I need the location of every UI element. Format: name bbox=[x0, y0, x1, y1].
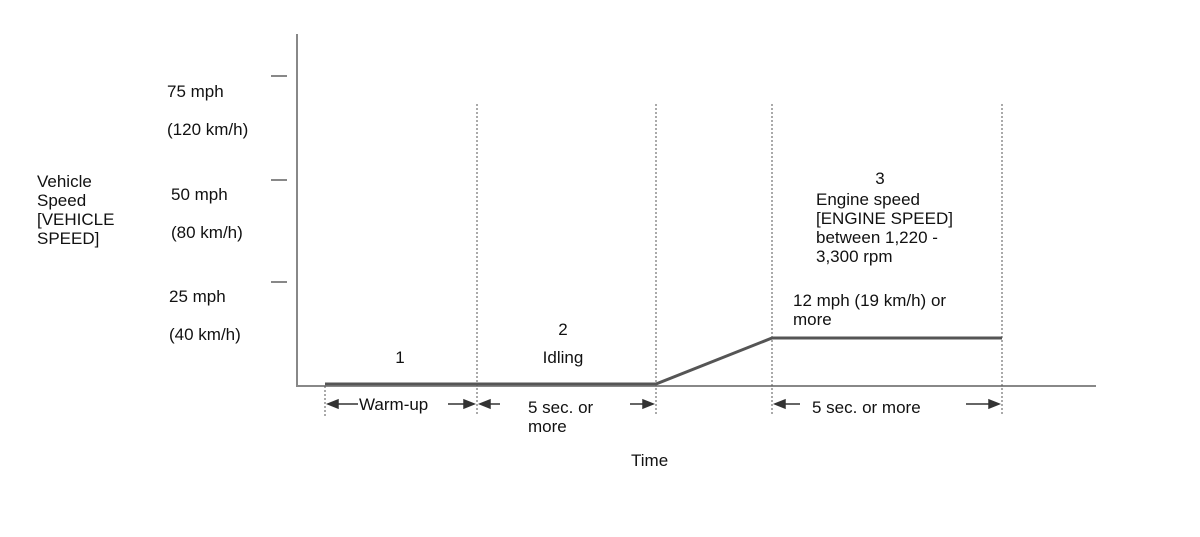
y-tick-75-kmh: (120 km/h) bbox=[167, 120, 249, 139]
idle-duration-label: 5 sec. or more bbox=[528, 398, 594, 436]
phase-3-label: Engine speed [ENGINE SPEED] between 1,22… bbox=[816, 190, 953, 266]
y-tick-50-mph: 50 mph bbox=[171, 185, 228, 204]
y-tick-label-50: 50 mph (80 km/h) bbox=[171, 166, 243, 242]
y-tick-label-25: 25 mph (40 km/h) bbox=[169, 268, 241, 344]
phase-3-number: 3 bbox=[875, 169, 885, 188]
y-axis-label: Vehicle Speed [VEHICLE SPEED] bbox=[37, 172, 115, 248]
x-axis-label: Time bbox=[631, 451, 669, 470]
y-tick-75-mph: 75 mph bbox=[167, 82, 224, 101]
drive-duration-arrows bbox=[772, 398, 1002, 410]
speed-annotation: 12 mph (19 km/h) or more bbox=[793, 291, 947, 329]
y-tick-label-75: 75 mph (120 km/h) bbox=[167, 63, 248, 139]
phase-2-label: Idling bbox=[542, 348, 584, 367]
y-tick-25-kmh: (40 km/h) bbox=[169, 325, 241, 344]
warmup-label: Warm-up bbox=[359, 395, 429, 414]
warmup-duration-arrows bbox=[325, 398, 477, 410]
idle-duration-arrows bbox=[477, 398, 656, 410]
phase-2-number: 2 bbox=[558, 320, 568, 339]
speed-profile-line bbox=[325, 336, 1002, 386]
drive-duration-label: 5 sec. or more bbox=[812, 398, 921, 417]
phase-1-number: 1 bbox=[395, 348, 405, 367]
y-tick-50-kmh: (80 km/h) bbox=[171, 223, 243, 242]
y-tick-25-mph: 25 mph bbox=[169, 287, 226, 306]
